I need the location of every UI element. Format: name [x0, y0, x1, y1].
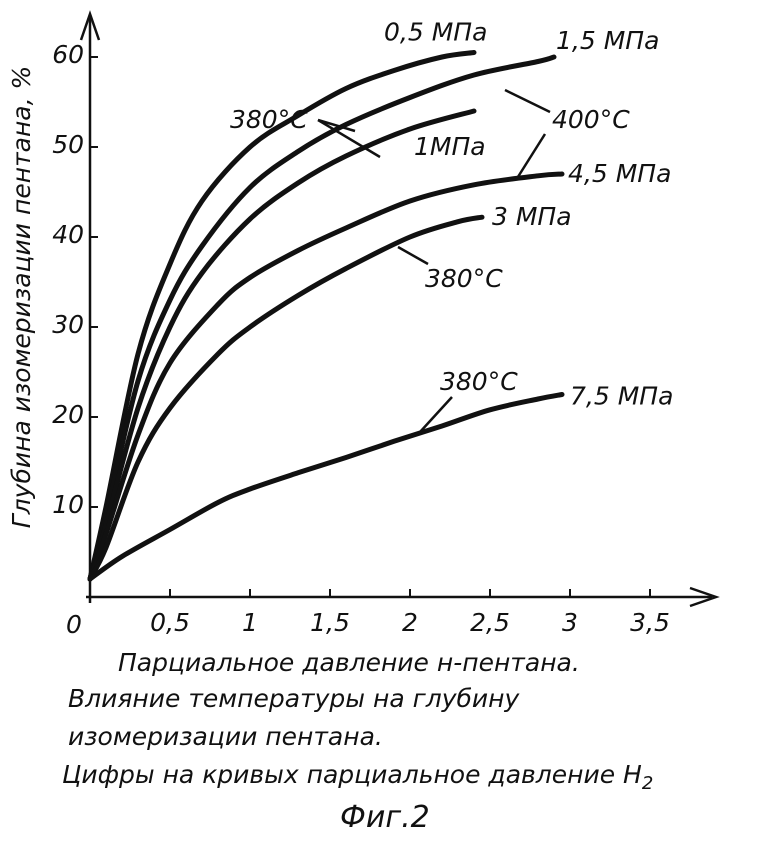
series-label-3: 4,5 МПа	[568, 159, 671, 188]
origin-label: 0	[66, 610, 82, 639]
y-tick-label: 60	[52, 40, 84, 69]
series-line-4	[90, 217, 482, 579]
caption-line-1: Влияние температуры на глубину	[68, 684, 519, 713]
x-tick-label: 3	[562, 608, 578, 637]
annotation-leader-line	[398, 247, 428, 264]
x-tick-label: 2,5	[470, 608, 510, 637]
temperature-annotation-2: 380°C	[425, 264, 503, 293]
y-tick-label: 40	[52, 220, 84, 249]
figure-label: Фиг.2	[340, 800, 430, 835]
x-tick-label: 0,5	[150, 608, 190, 637]
caption-line-3: Цифры на кривых парциальное давление H2	[62, 760, 653, 794]
annotation-leader-line	[505, 90, 550, 112]
temperature-annotation-0: 380°C	[230, 105, 308, 134]
x-tick-label: 1	[242, 608, 258, 637]
y-tick-label: 10	[52, 490, 84, 519]
series-label-2: 1МПа	[414, 132, 486, 161]
temperature-annotation-3: 380°C	[440, 367, 518, 396]
y-tick-label: 50	[52, 130, 84, 159]
series-group	[90, 53, 562, 580]
caption-line-2: изомеризации пентана.	[68, 722, 383, 751]
series-label-5: 7,5 МПа	[570, 382, 673, 411]
x-tick-label: 2	[402, 608, 418, 637]
x-axis-label: Парциальное давление н-пентана.	[118, 648, 580, 677]
series-label-1: 1,5 МПа	[556, 26, 659, 55]
y-tick-label: 20	[52, 400, 84, 429]
y-axis-label: Глубина изомеризации пентана, %	[7, 66, 36, 529]
caption-line-3-text: Цифры на кривых парциальное давление H	[62, 760, 642, 789]
caption-subscript: 2	[642, 773, 653, 794]
series-label-0: 0,5 МПа	[384, 18, 487, 47]
series-label-4: 3 МПа	[492, 202, 572, 231]
temperature-annotation-1: 400°C	[552, 105, 630, 134]
y-tick-label: 30	[52, 310, 84, 339]
x-tick-label: 1,5	[310, 608, 350, 637]
x-tick-label: 3,5	[630, 608, 670, 637]
